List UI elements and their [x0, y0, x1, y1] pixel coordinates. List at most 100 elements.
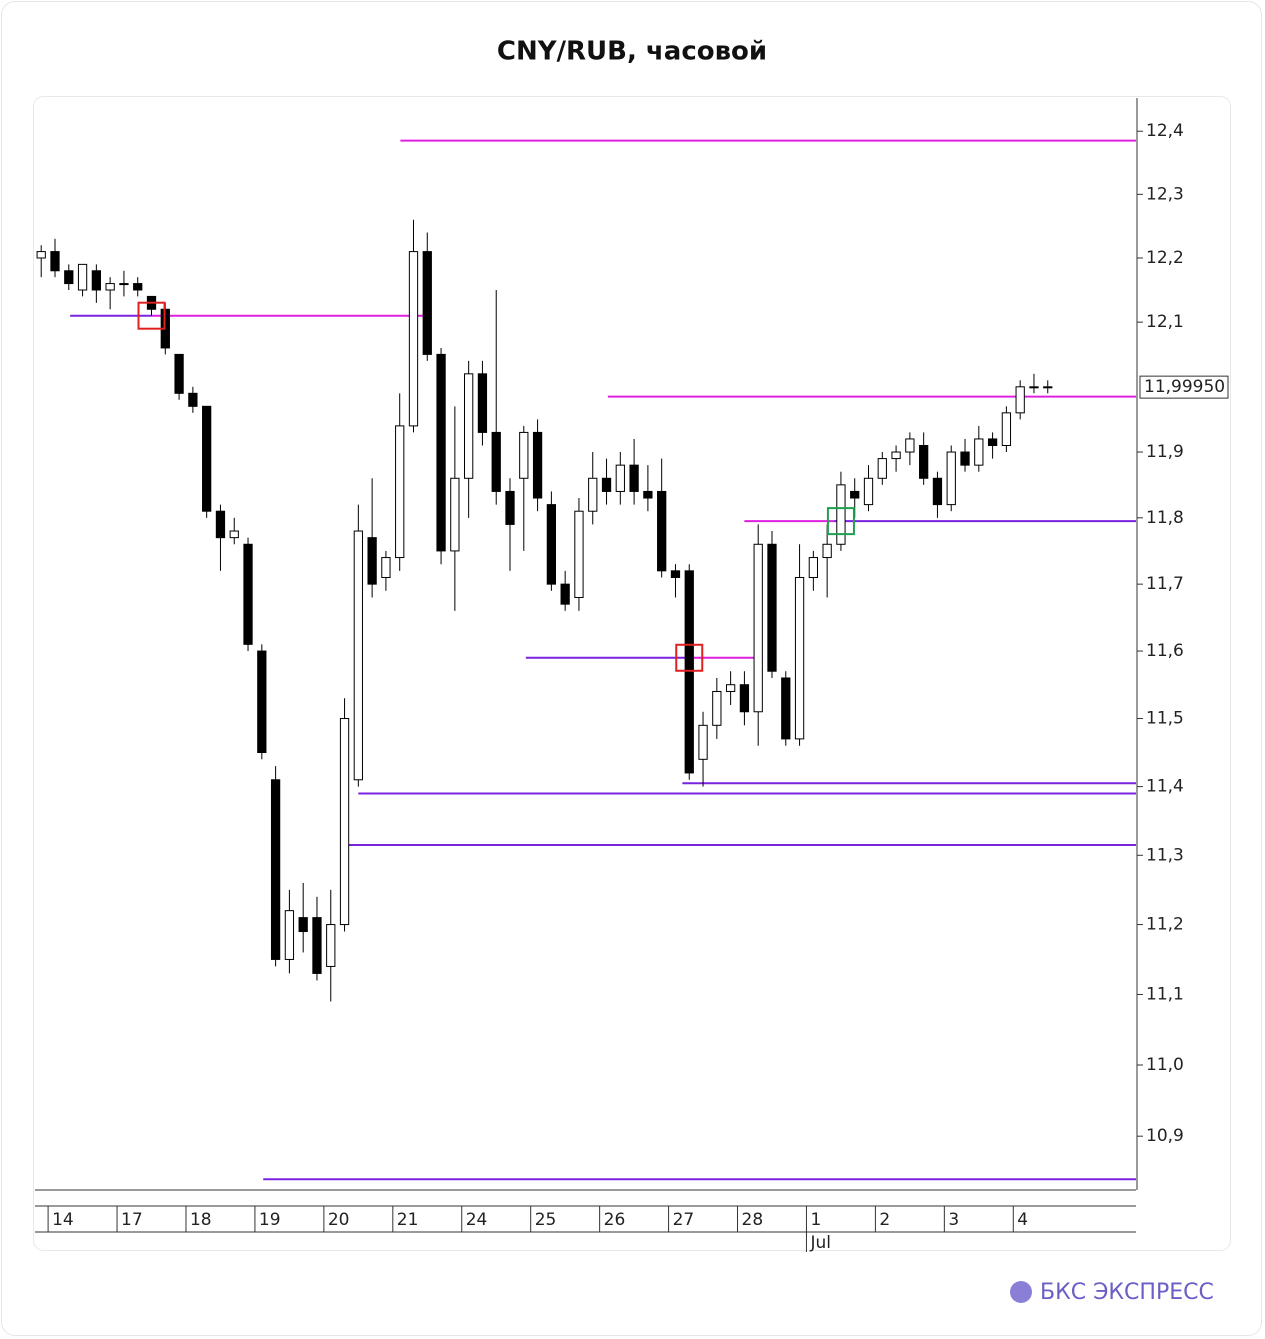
candle-body [932, 477, 943, 506]
y-tick-label: 11,6 [1146, 641, 1184, 661]
y-tick-label: 11,8 [1146, 508, 1184, 528]
candle-body [905, 438, 915, 453]
candle-body [105, 283, 115, 291]
candle-body [629, 464, 639, 492]
candle-body [270, 779, 281, 960]
candle-body [946, 451, 956, 506]
candle-body [712, 690, 722, 726]
brand: БКС ЭКСПРЕСС [1040, 1280, 1214, 1305]
x-tick-label: 28 [742, 1210, 764, 1230]
candle-body [532, 431, 543, 499]
candle-body [863, 477, 874, 506]
candle-body [477, 373, 488, 433]
candle-body [987, 438, 998, 446]
candle-body [133, 283, 143, 291]
marker-box [675, 643, 704, 672]
candle-body [395, 425, 405, 559]
x-tick-label: 24 [466, 1210, 488, 1230]
last-price-label: 11,99950 [1144, 377, 1225, 397]
candle-body [546, 504, 557, 585]
candle-body [781, 677, 791, 740]
candle-body [725, 684, 736, 692]
candle-body [698, 724, 708, 760]
y-tick-label: 11,5 [1146, 709, 1184, 729]
candle-body [202, 405, 212, 512]
x-tick-label: 21 [397, 1210, 419, 1230]
candle-body [408, 251, 419, 427]
y-tick-label: 11,1 [1146, 984, 1184, 1004]
x-tick-label: 4 [1017, 1210, 1028, 1230]
candle-body [1015, 386, 1025, 414]
candle-body [353, 530, 363, 781]
y-tick-label: 11,7 [1146, 574, 1184, 594]
x-tick-label: 20 [328, 1210, 350, 1230]
x-tick-label: 3 [948, 1210, 959, 1230]
candle-body [91, 270, 101, 291]
candle-body [1029, 386, 1039, 389]
y-tick-label: 10,9 [1146, 1126, 1184, 1146]
candle-body [588, 477, 598, 512]
candle-body [243, 543, 253, 645]
candle-body [381, 557, 391, 578]
plot-card [33, 96, 1231, 1251]
candle-body [450, 477, 460, 552]
y-tick-label: 11,9 [1146, 442, 1184, 462]
candle-body [1043, 386, 1053, 389]
y-tick-label: 11,2 [1146, 915, 1184, 935]
candle-body [753, 543, 763, 713]
candle-body [601, 477, 612, 492]
candle-body [464, 373, 474, 479]
candle-body [491, 431, 501, 492]
month-label: Jul [809, 1233, 831, 1253]
candle-body [36, 251, 46, 259]
last-price-box [1139, 375, 1229, 399]
candle-body [615, 464, 625, 492]
candle-body [298, 917, 308, 933]
candle-body [188, 392, 198, 407]
chart-title: CNY/RUB, часовой [497, 37, 767, 67]
candle-body [919, 444, 929, 479]
candle-body [64, 270, 74, 285]
candle-body [77, 263, 88, 291]
candle-body [326, 924, 336, 967]
marker-box [137, 301, 166, 330]
x-tick-label: 25 [535, 1210, 557, 1230]
candle-body [505, 490, 515, 525]
candle-body [119, 283, 129, 286]
candle-body [808, 557, 818, 578]
candle-body [767, 543, 777, 672]
candle-body [739, 684, 750, 713]
candle-body [960, 451, 970, 466]
candle-body [643, 490, 653, 499]
y-tick-label: 11,3 [1146, 845, 1184, 865]
x-tick-label: 18 [190, 1210, 212, 1230]
x-tick-label: 19 [259, 1210, 281, 1230]
candle-body [974, 438, 984, 466]
candle-body [312, 917, 322, 974]
y-tick-label: 11,0 [1146, 1055, 1184, 1075]
candle-body [229, 530, 239, 539]
candle-body [215, 510, 226, 539]
y-tick-label: 12,1 [1146, 312, 1184, 332]
candle-body [50, 251, 60, 272]
x-tick-label: 1 [810, 1210, 821, 1230]
x-tick-label: 26 [604, 1210, 626, 1230]
candle-body [257, 650, 267, 753]
candle-body [574, 510, 584, 598]
candle-body [836, 484, 846, 545]
candle-body [822, 543, 832, 559]
candle-body [519, 431, 529, 479]
x-tick-label: 2 [879, 1210, 890, 1230]
x-tick-label: 17 [121, 1210, 143, 1230]
candle-body [850, 490, 860, 499]
y-tick-label: 12,3 [1146, 184, 1184, 204]
y-tick-label: 12,4 [1146, 121, 1184, 141]
candle-body [670, 570, 681, 578]
y-tick-label: 12,2 [1146, 248, 1184, 268]
candle-body [436, 353, 446, 552]
y-tick-label: 11,4 [1146, 777, 1184, 797]
marker-box [826, 507, 855, 536]
